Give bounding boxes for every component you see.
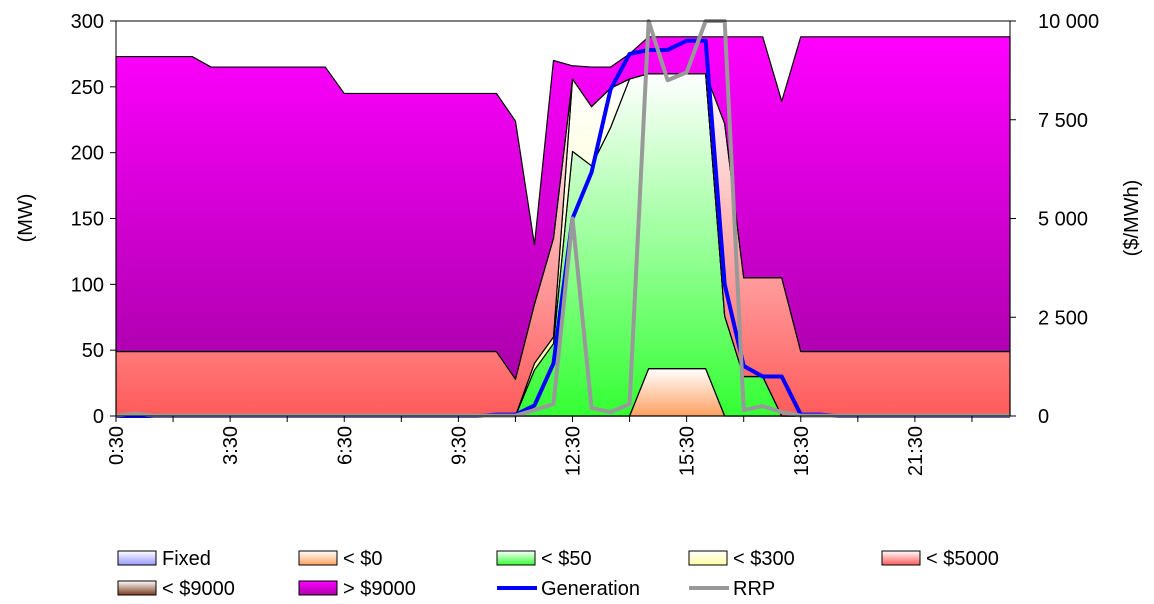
- legend-item-5000: < $5000: [881, 548, 999, 570]
- x-tick-label: 21:30: [905, 426, 927, 476]
- y-tick-label-left: 100: [71, 274, 104, 296]
- y-tick-label-right: 7 500: [1038, 110, 1088, 132]
- legend-label: < $5000: [926, 548, 999, 570]
- y-tick-label-right: 5 000: [1038, 209, 1088, 231]
- legend-swatch: [298, 580, 338, 596]
- legend-item-generation: Generation: [497, 578, 640, 600]
- y-tick-label-right: 10 000: [1038, 11, 1099, 33]
- legend-swatch: [496, 550, 536, 566]
- y-axis-label-right: ($/MWh): [1121, 180, 1143, 257]
- legend-label: < $300: [733, 548, 795, 570]
- legend-label: < $50: [541, 548, 592, 570]
- y-axis-label-left: (MW): [15, 194, 37, 243]
- legend-swatch: [688, 550, 728, 566]
- y-tick-label-left: 250: [71, 77, 104, 99]
- legend-label: Generation: [541, 578, 640, 600]
- legend-swatch: [117, 580, 157, 596]
- y-tick-label-left: 300: [71, 11, 104, 33]
- y-tick-label-left: 150: [71, 209, 104, 231]
- x-tick-label: 9:30: [448, 426, 470, 465]
- legend-swatch: [298, 550, 338, 566]
- legend-label: < $0: [343, 548, 382, 570]
- legend-item-rrp: RRP: [689, 578, 775, 600]
- y-tick-label-left: 50: [82, 340, 104, 362]
- x-tick-label: 12:30: [563, 426, 585, 476]
- x-tick-label: 15:30: [677, 426, 699, 476]
- legend-item-9000: > $9000: [298, 578, 416, 600]
- y-tick-label-left: 0: [93, 406, 104, 428]
- legend-label: > $9000: [343, 578, 416, 600]
- legend-item-0: < $0: [298, 548, 382, 570]
- legend-label: Fixed: [162, 548, 211, 570]
- plot-area: [115, 19, 1011, 418]
- legend-swatch: [117, 550, 157, 566]
- legend-label: RRP: [733, 578, 775, 600]
- y-tick-label-left: 200: [71, 143, 104, 165]
- legend-item-50: < $50: [496, 548, 592, 570]
- legend: Fixed < $0 < $50 < $300 < $5000 < $9000 > $900…: [117, 548, 999, 600]
- y-tick-label-right: 2 500: [1038, 307, 1088, 329]
- legend-item-300: < $300: [688, 548, 795, 570]
- y-tick-label-right: 0: [1038, 406, 1049, 428]
- legend-label: < $9000: [162, 578, 235, 600]
- legend-swatch: [881, 550, 921, 566]
- x-tick-label: 0:30: [106, 426, 128, 465]
- axes: 0 50 100 150 200 250 300 0 2 500 5 000 7 500 10 000…: [71, 11, 1100, 476]
- x-tick-label: 3:30: [220, 426, 242, 465]
- x-tick-label: 6:30: [334, 426, 356, 465]
- legend-item-fixed: Fixed: [117, 548, 211, 570]
- x-tick-label: 18:30: [791, 426, 813, 476]
- legend-item-9000: < $9000: [117, 578, 235, 600]
